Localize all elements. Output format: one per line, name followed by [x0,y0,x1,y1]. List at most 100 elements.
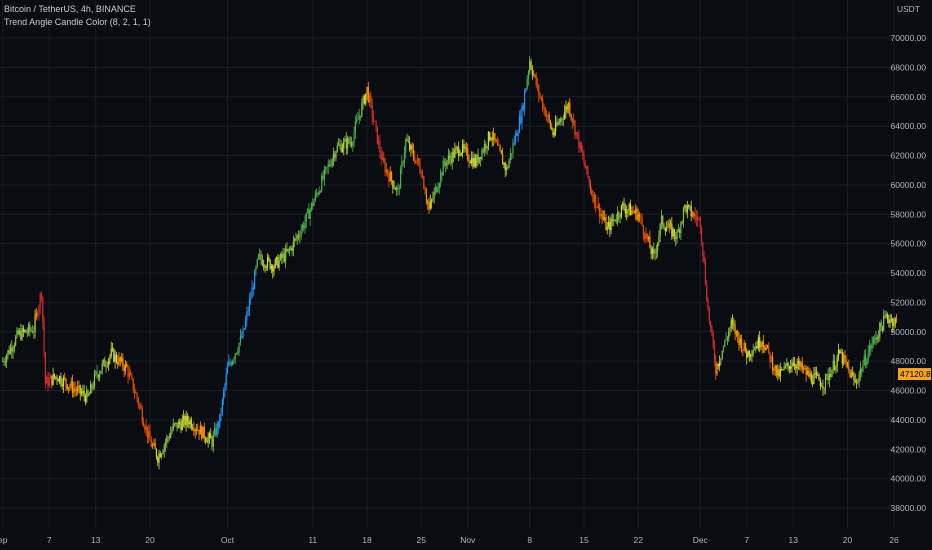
candle-body [80,392,83,394]
y-tick-label: 42000.00 [891,444,927,454]
candle-body [161,453,163,458]
candle-body [830,374,832,377]
candle-body [841,352,843,364]
candle-body [815,372,818,376]
candle-body [257,254,260,260]
candle-body [814,372,816,374]
candle-body [354,122,356,133]
candle-body [486,146,488,149]
candle-body [27,324,30,333]
y-tick-label: 60000.00 [891,180,927,190]
candle-body [194,429,196,432]
candle-body [120,357,123,362]
candle-body [766,344,769,347]
candle-body [893,323,895,327]
candle-body [361,102,363,117]
candle-body [871,343,873,349]
candle-body [809,373,811,377]
candle-body [473,158,475,167]
time-axis[interactable]: ep 7 13 20 Oct 11 18 25 Nov 8 15 22 Dec 7 13 20 26 [0,535,899,545]
candle-body [420,171,422,177]
candle-body [700,227,703,243]
candle-body [201,426,203,439]
candle-body [142,422,145,427]
candle-body [720,358,722,362]
candle-body [813,373,815,384]
candle-body [724,339,726,347]
candle-body [659,224,661,236]
candle-body [703,255,705,263]
candle-body [124,364,127,371]
candle-body [287,248,289,252]
candle-body [867,352,869,362]
candle-body [375,121,377,127]
candle-body [167,437,169,438]
candle-body [325,167,327,170]
candle-body [371,102,373,118]
candle-body [144,426,146,430]
candle-body [347,138,349,149]
candle-body [888,319,890,324]
candle-body [503,162,505,165]
candle-body [199,426,201,435]
candle-body [154,443,156,450]
candle-body [415,160,417,163]
candle-body [430,200,433,202]
candle-body [358,115,360,120]
candle-body [545,116,548,117]
candle-body [3,361,5,363]
candle-body [197,429,199,431]
candle-body [892,318,894,327]
candle-body [2,361,4,362]
candle-body [70,381,72,387]
candle-body [560,118,562,123]
candle-body [624,208,626,214]
candle-body [778,369,780,377]
candle-body [65,378,67,385]
candle-body [781,368,783,370]
candle-body [477,154,479,163]
candle-body [678,229,681,234]
candle-body [389,172,391,182]
y-tick-label: 68000.00 [891,62,927,72]
price-axis[interactable]: 38000.00 40000.00 42000.00 44000.00 46000.00… [891,33,927,513]
candle-body [22,328,25,332]
y-tick-label: 66000.00 [891,92,927,102]
indicator-title[interactable]: Trend Angle Candle Color (8, 2, 1, 1) [4,17,151,27]
candle-body [730,320,732,328]
candle-body [853,375,855,381]
x-tick-label: 15 [579,535,589,545]
candle-body [44,352,46,384]
candle-body [508,160,510,168]
candle-body [606,226,608,230]
candle-body [75,389,77,392]
candle-body [571,118,573,123]
symbol-title[interactable]: Bitcoin / TetherUS, 4h, BINANCE [4,4,136,14]
y-tick-label: 56000.00 [891,239,927,249]
candle-body [507,167,509,169]
candle-body [686,205,688,213]
candle-body [155,449,158,458]
candle-body [566,106,568,110]
candle-body [611,218,614,222]
candle-body [753,349,756,351]
candle-body [535,75,537,86]
candle-body [870,345,872,349]
candle-body [266,257,269,268]
candle-body [889,320,891,324]
candle-body [729,327,731,332]
candle-body [272,265,274,272]
candle-body [635,208,637,214]
candle-body [172,423,174,430]
candle-body [833,360,836,371]
candle-body [539,94,541,97]
candle-body [442,161,444,176]
candle-body [843,354,845,364]
last-price-label: 47120.87 [900,369,932,379]
candle-body [817,375,819,376]
candle-body [446,160,448,166]
candle-body [531,68,533,75]
candle-body [672,229,674,237]
candle-body [69,386,71,388]
